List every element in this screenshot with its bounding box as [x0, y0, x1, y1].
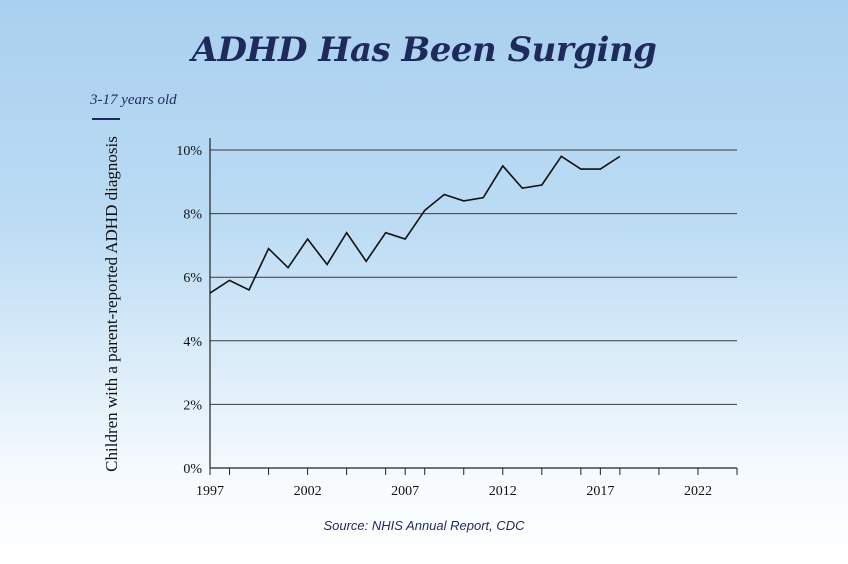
- series-line: [209, 155, 621, 294]
- source-note: Source: NHIS Annual Report, CDC: [323, 518, 525, 533]
- chart-title: ADHD Has Been Surging: [191, 30, 657, 70]
- y-tick-label: 2%: [183, 398, 202, 413]
- x-tick-label: 2007: [391, 484, 419, 499]
- y-tick-label: 8%: [183, 208, 202, 223]
- x-tick-label: 2002: [294, 484, 322, 499]
- y-tick-label: 4%: [183, 335, 202, 350]
- chart-subtitle: 3-17 years old: [90, 92, 177, 108]
- x-tick-label: 2022: [684, 484, 712, 499]
- grid-lines: [210, 149, 737, 405]
- y-tick-label: 0%: [183, 462, 202, 477]
- axes: [209, 138, 738, 475]
- x-tick-label: 2012: [489, 484, 517, 499]
- x-tick-label: 1997: [196, 484, 224, 499]
- subtitle-underline: [92, 118, 120, 120]
- x-tick-label: 2017: [586, 484, 614, 499]
- series-lines: [209, 155, 621, 294]
- y-tick-label: 6%: [183, 271, 202, 286]
- y-tick-label: 10%: [176, 144, 202, 159]
- tick-labels: 0% 2% 4% 6% 8% 10% 1997 2002 2007 2012 2017 2022: [176, 144, 712, 499]
